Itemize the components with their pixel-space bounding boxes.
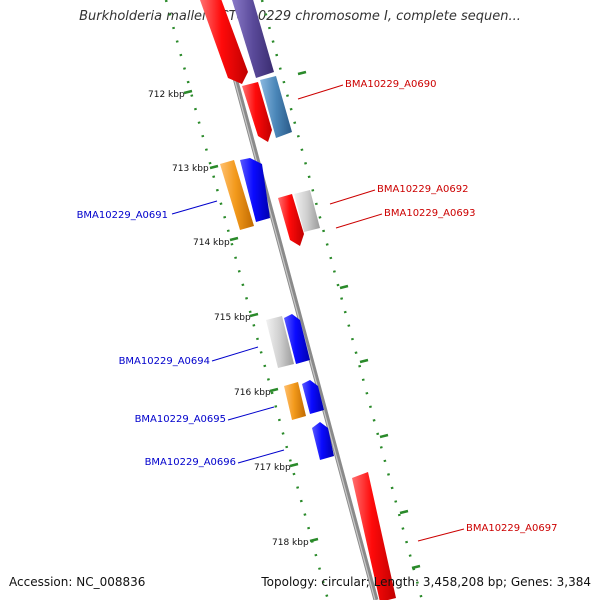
gene-label[interactable]: BMA10229_A0693 [384, 208, 475, 219]
gene-arrow-red[interactable] [200, 0, 248, 84]
tick-label: 715 kbp [214, 313, 251, 323]
tick-label: 717 kbp [254, 463, 291, 473]
tick-mark [229, 236, 239, 242]
tick-label: 716 kbp [234, 388, 271, 398]
forward-strand-genes [200, 0, 396, 600]
leader-line [335, 213, 383, 229]
leader-line [227, 406, 275, 421]
gene-arrow-steel[interactable] [260, 76, 292, 138]
gene-arrow-orange[interactable] [220, 160, 254, 230]
tick-mark [399, 509, 409, 515]
leader-line [297, 84, 344, 100]
tick-label: 714 kbp [193, 238, 230, 248]
gene-label[interactable]: BMA10229_A0695 [135, 414, 226, 425]
gene-labels: BMA10229_A0690 BMA10229_A0692 BMA10229_A… [77, 79, 558, 534]
leader-line [329, 189, 376, 205]
tick-marks: 712 kbp 713 kbp 714 kbp 715 kbp 716 kbp … [148, 70, 421, 570]
tick-mark [359, 358, 369, 364]
gene-arrow-red[interactable] [278, 194, 304, 246]
reverse-strand-genes [220, 158, 334, 460]
gene-label[interactable]: BMA10229_A0696 [145, 457, 236, 468]
chromosome-axis-highlight [212, 0, 376, 600]
leader-line [237, 449, 285, 464]
tick-mark [309, 537, 319, 543]
gene-label[interactable]: BMA10229_A0692 [377, 184, 468, 195]
leader-line [171, 200, 218, 215]
tick-label: 718 kbp [272, 538, 309, 548]
ruler-line-right [260, 0, 424, 600]
tick-mark [289, 462, 299, 468]
gene-arrow-blue[interactable] [312, 422, 334, 460]
gene-arrow-blue[interactable] [302, 380, 324, 414]
tick-mark [339, 284, 349, 290]
gene-arrow-purple[interactable] [232, 0, 274, 78]
tick-mark [269, 387, 279, 393]
gene-arrow-orange[interactable] [284, 382, 306, 420]
tick-mark [249, 312, 259, 318]
gene-label[interactable]: BMA10229_A0697 [466, 523, 557, 534]
gene-arrow-red[interactable] [352, 472, 396, 600]
gene-label[interactable]: BMA10229_A0694 [119, 356, 210, 367]
genome-summary-text: Topology: circular; Length: 3,458,208 bp… [261, 575, 591, 589]
gene-arrow-grey[interactable] [294, 190, 320, 232]
gene-arrow-red[interactable] [242, 82, 272, 142]
tick-mark [411, 564, 421, 570]
accession-text: Accession: NC_008836 [9, 575, 146, 589]
tick-label: 713 kbp [172, 164, 209, 174]
tick-mark [209, 164, 219, 170]
gene-arrow-grey[interactable] [266, 316, 294, 368]
leader-lines [171, 84, 465, 542]
gene-label[interactable]: BMA10229_A0690 [345, 79, 436, 90]
tick-mark [379, 433, 389, 439]
tick-label: 712 kbp [148, 90, 185, 100]
leader-line [211, 346, 259, 362]
gene-arrow-blue[interactable] [284, 314, 310, 364]
gene-label[interactable]: BMA10229_A0691 [77, 210, 168, 221]
tick-mark [297, 70, 307, 76]
leader-line [417, 528, 465, 542]
gene-arrow-blue[interactable] [240, 158, 270, 222]
tick-mark [183, 89, 193, 95]
map-title: Burkholderia mallei NCTC 10229 chromosom… [79, 9, 521, 24]
chromosome-axis [211, 0, 379, 600]
